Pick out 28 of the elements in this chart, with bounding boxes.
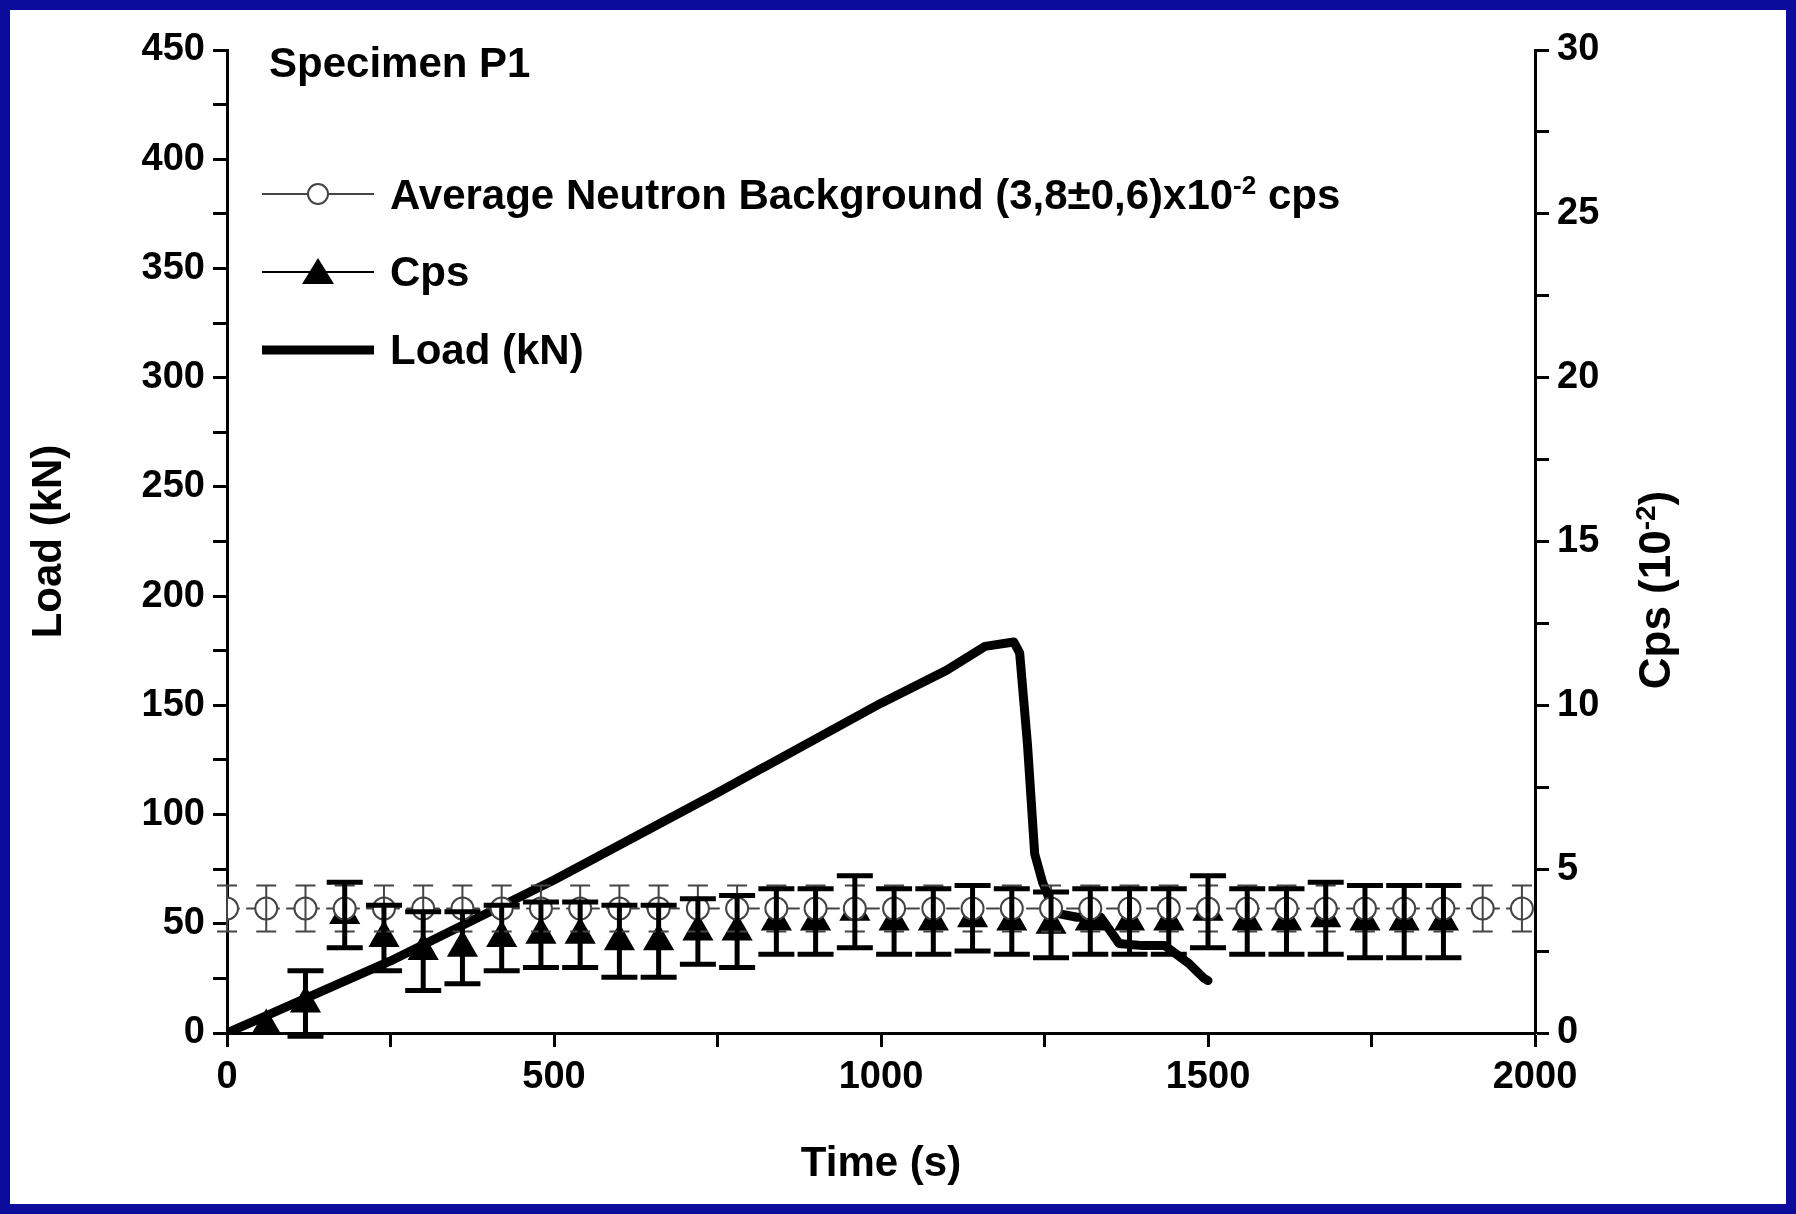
- y2-tick-label: 30: [1557, 26, 1600, 69]
- y2-tick-label: 15: [1557, 517, 1600, 560]
- y2-tick-label: 0: [1557, 1009, 1579, 1052]
- chart-title: Specimen P1: [269, 38, 531, 86]
- legend-label: Average Neutron Background (3,8±0,6)x10$^{-2}$ cps: [390, 169, 1341, 219]
- x-axis-title: Time (s): [800, 1138, 962, 1186]
- x-tick-label: 0: [216, 1054, 238, 1097]
- y-tick-label: 150: [141, 681, 205, 724]
- legend-label: Cps: [390, 248, 470, 296]
- x-tick-label: 2000: [1492, 1054, 1578, 1097]
- legend-label: Load (kN): [390, 326, 584, 374]
- y-tick-label: 350: [141, 244, 205, 287]
- x-tick-label: 1000: [838, 1054, 924, 1097]
- y-tick-label: 300: [141, 354, 205, 397]
- y2-tick-label: 20: [1557, 354, 1600, 397]
- y-tick-label: 0: [183, 1009, 205, 1052]
- y-tick-label: 200: [141, 572, 205, 615]
- y-tick-label: 400: [141, 135, 205, 178]
- y-tick-label: 250: [141, 463, 205, 506]
- y-tick-label: 100: [141, 791, 205, 834]
- x-tick-label: 1500: [1165, 1054, 1251, 1097]
- y-tick-label: 450: [141, 26, 205, 69]
- y2-tick-label: 5: [1557, 845, 1579, 888]
- y2-tick-label: 25: [1557, 190, 1600, 233]
- y-axis-title: Load (kN): [22, 444, 70, 639]
- x-tick-label: 500: [522, 1054, 586, 1097]
- y-tick-label: 50: [162, 900, 205, 943]
- y2-tick-label: 10: [1557, 681, 1600, 724]
